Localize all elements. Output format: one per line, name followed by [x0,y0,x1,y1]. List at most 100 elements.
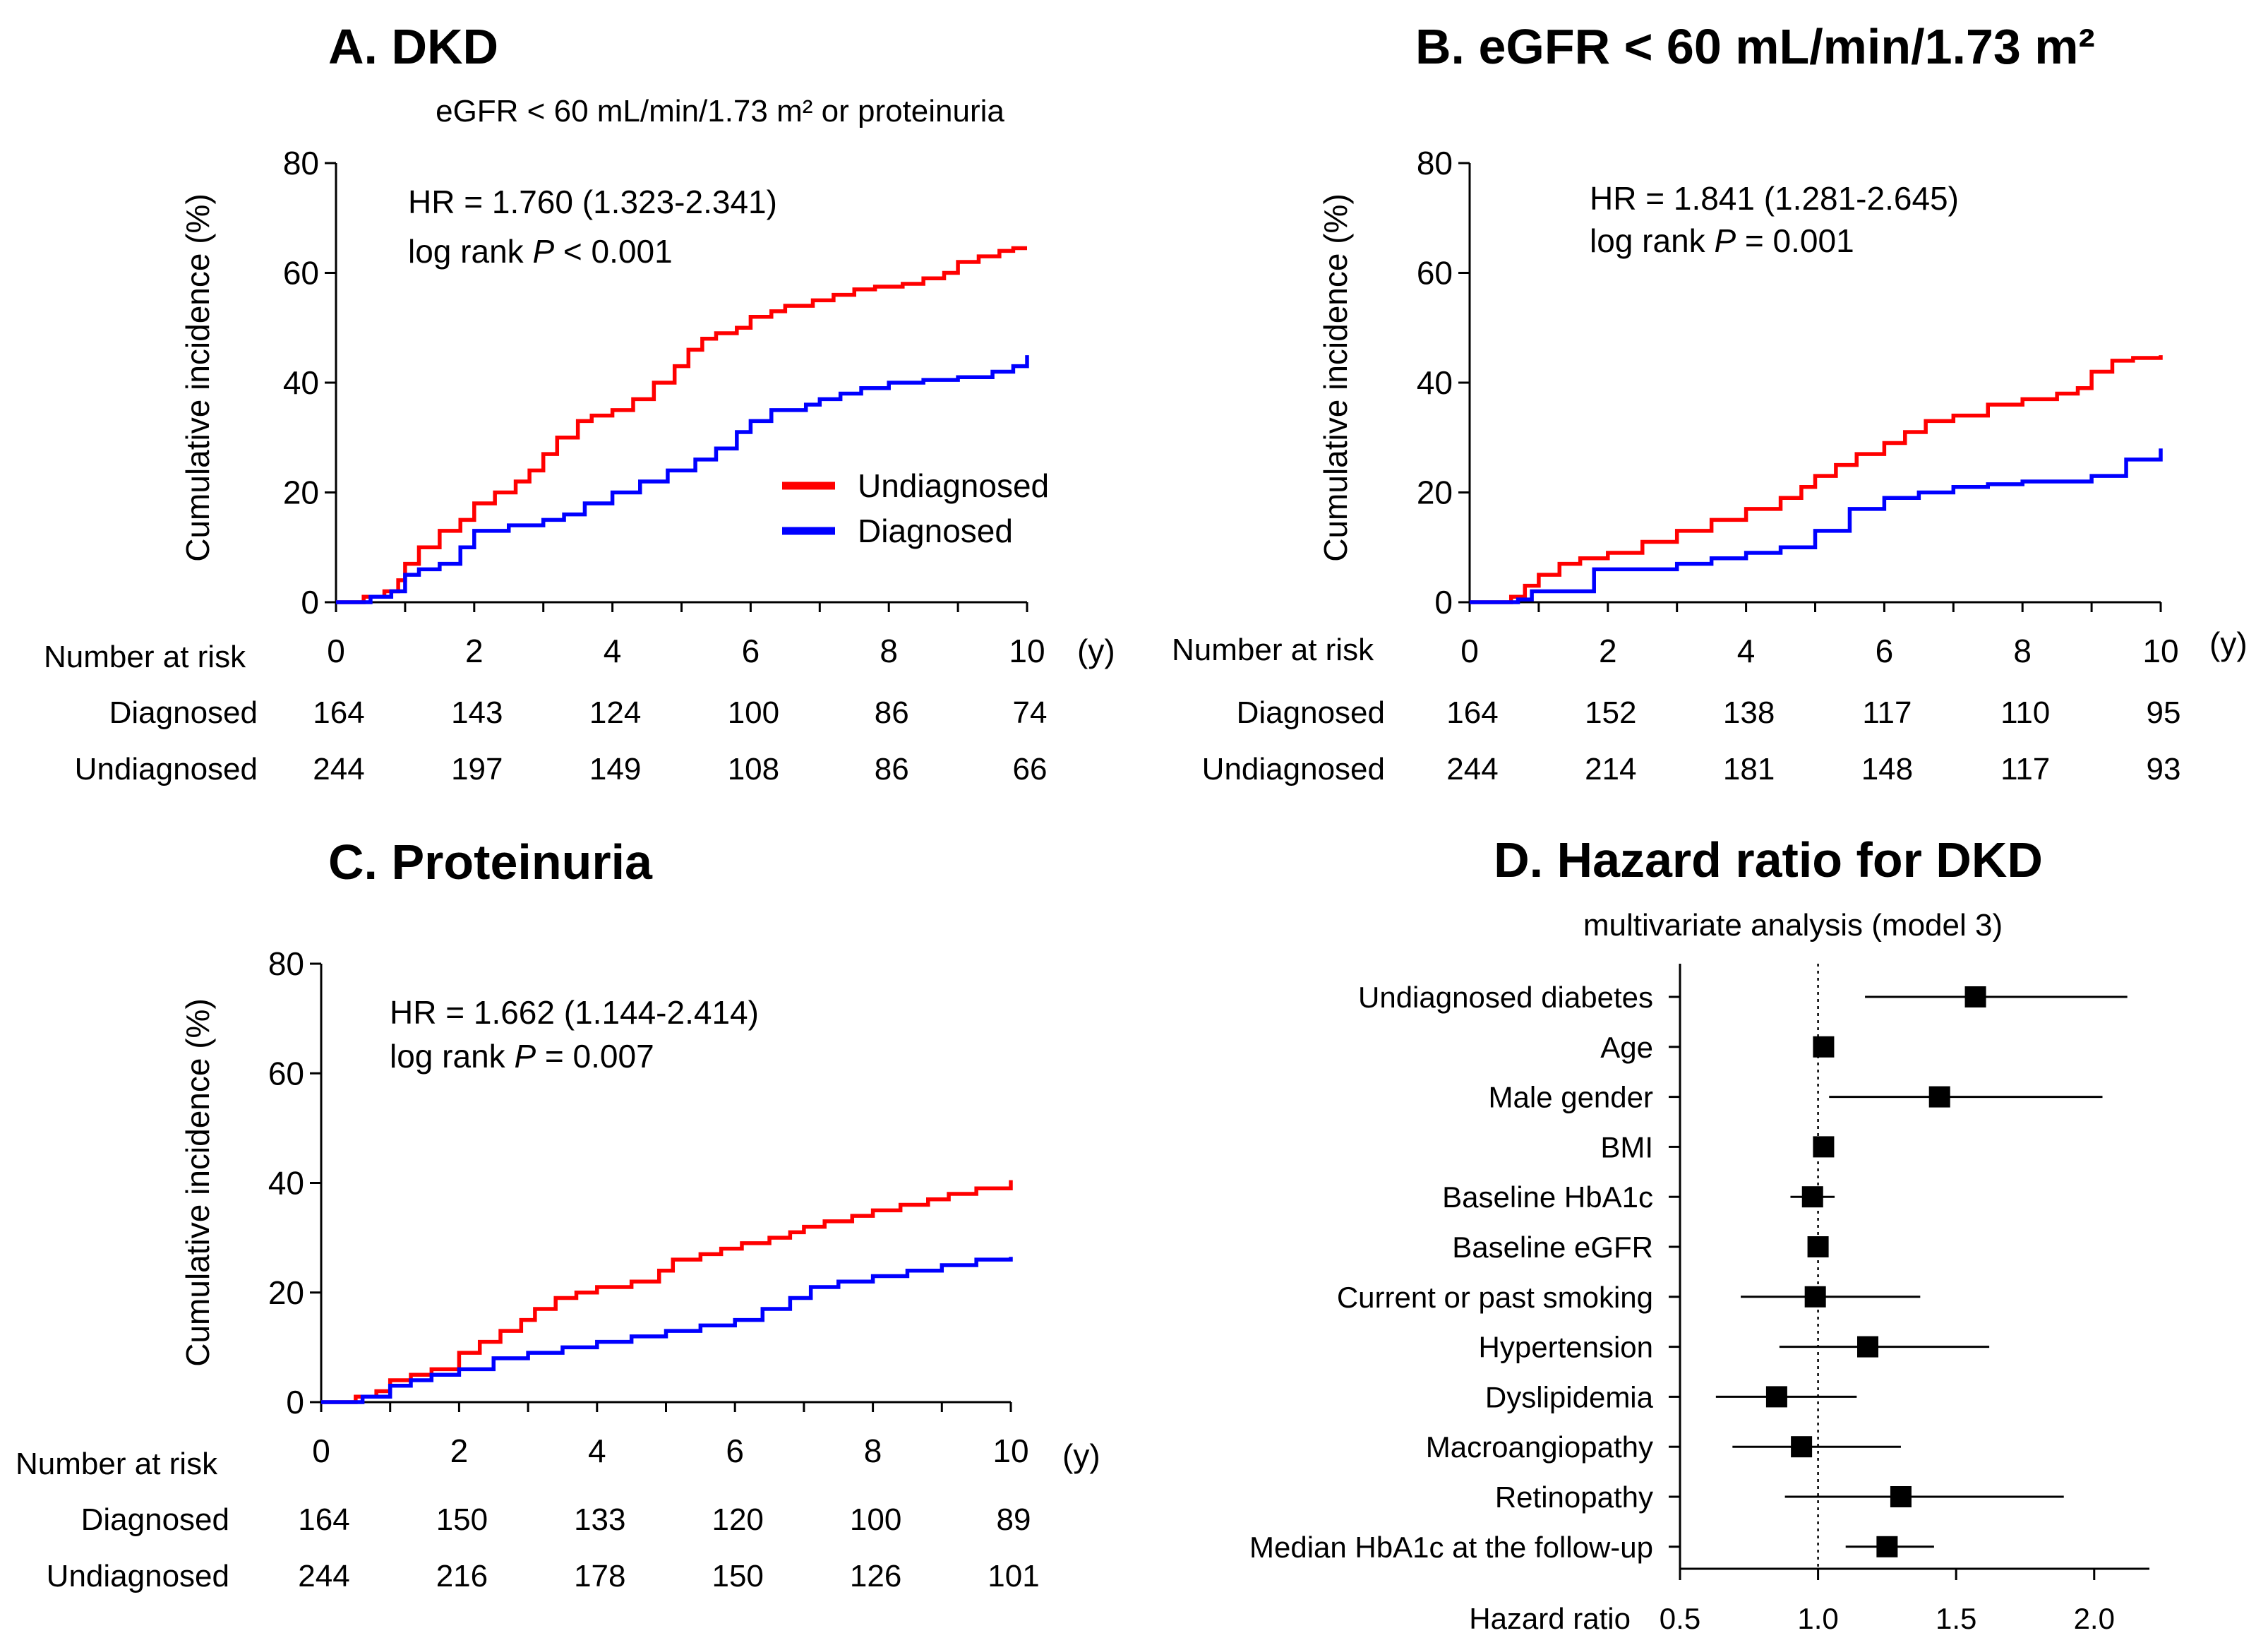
panel-b-logrank: log rank P = 0.001 [1590,222,1854,259]
panel-b-risk-value-diagnosed: 138 [1723,695,1775,730]
panel-c-xtick-label: 0 [312,1432,330,1469]
panel-d-row-label: Dyslipidemia [1485,1380,1654,1413]
panel-a-title: A. DKD [328,19,498,74]
panel-d-hr-marker [1813,1136,1835,1158]
panel-a-p-symbol: P [532,233,554,270]
panel-d-hr-marker [1928,1086,1950,1108]
panel-b-ytick-label: 80 [1417,145,1453,181]
panel-a-logrank-label: log rank [408,233,524,270]
panel-a-logrank: log rank P < 0.001 [408,233,673,270]
panel-d-xtick-label: 1.5 [1936,1602,1976,1635]
panel-a-risk-value-undiagnosed: 149 [589,752,641,786]
panel-a-xtick-label: 0 [327,633,345,669]
panel-a-xtick-label: 10 [1009,633,1045,669]
panel-b-series-diagnosed [1470,448,2163,604]
panel-c-risk-header: Number at risk [16,1447,218,1481]
panel-a-ylabel: Cumulative incidence (%) [179,193,216,562]
panel-d-title: D. Hazard ratio for DKD [1494,832,2043,887]
panel-d-row-label: Hypertension [1479,1331,1653,1364]
panel-a-ytick-label: 80 [283,145,319,181]
panel-a-xtick-label: 4 [604,633,622,669]
panel-b-risk-label-undiagnosed: Undiagnosed [1202,752,1385,786]
panel-d-row-label: Male gender [1489,1081,1653,1114]
panel-b-xtick-label: 8 [2013,633,2032,669]
panel-d: D. Hazard ratio for DKD multivariate ana… [1469,832,2043,1635]
panel-d-row-label: Baseline HbA1c [1442,1180,1653,1214]
panel-c-risk-value-diagnosed: 100 [850,1502,901,1537]
panel-c-risk-value-undiagnosed: 101 [988,1559,1039,1593]
panel-b-xtick-label: 2 [1599,633,1617,669]
panel-a-hr: HR = 1.760 (1.323-2.341) [408,184,777,220]
panel-d-hr-marker [1791,1436,1813,1458]
panel-c-series-diagnosed [321,1257,1013,1404]
panel-a-risk-value-diagnosed: 124 [589,695,641,730]
panel-b-p-value: = 0.001 [1745,222,1854,259]
panel-c-ylabel: Cumulative incidence (%) [179,998,216,1367]
panel-c-plot: 0 20 40 60 80 0 164 244 2 150 216 4 133 178 6 120 150 8 10… [268,945,1040,1593]
panel-b-risk-label-diagnosed: Diagnosed [1237,695,1385,730]
panel-d-row-label: Median HbA1c at the follow-up [1249,1531,1653,1564]
panel-c-risk-value-undiagnosed: 178 [574,1559,625,1593]
panel-a-risk-label-undiagnosed: Undiagnosed [75,752,258,786]
panel-c-logrank-label: log rank [390,1038,506,1075]
panel-c-logrank: log rank P = 0.007 [390,1038,654,1075]
panel-a-risk-value-undiagnosed: 197 [451,752,503,786]
panel-a-xtick-label: 6 [742,633,760,669]
panel-c-title: C. Proteinuria [328,835,653,890]
panel-c-risk-value-diagnosed: 164 [298,1502,349,1537]
panel-a-series-diagnosed [336,355,1029,604]
panel-b-risk-value-undiagnosed: 148 [1861,752,1913,786]
panel-c-xtick-label: 10 [992,1432,1028,1469]
panel-d-hr-marker [1890,1486,1912,1507]
panel-c-ytick-label: 40 [268,1165,304,1202]
panel-b-ytick-label: 0 [1434,584,1453,621]
panel-d-hr-marker [1801,1186,1823,1208]
panel-a-xtick-label: 8 [880,633,898,669]
plot-layer: 0204060800164244214319741241496100108886… [268,145,2181,1635]
panel-b-xtick-label: 6 [1876,633,1894,669]
panel-b-risk-value-diagnosed: 110 [2000,695,2050,730]
panel-b-risk-value-undiagnosed: 93 [2147,752,2181,786]
panel-c-risk-label-diagnosed: Diagnosed [81,1502,229,1537]
panel-d-hr-marker [1765,1386,1787,1408]
legend-diagnosed-label: Diagnosed [858,513,1013,549]
panel-c-ytick-label: 80 [268,945,304,982]
panel-b-ytick-label: 40 [1417,364,1453,401]
panel-a-ytick-label: 60 [283,255,319,292]
panel-b-risk-value-undiagnosed: 117 [2000,752,2050,786]
panel-b-ytick-label: 60 [1417,255,1453,292]
panel-b-p-symbol: P [1714,222,1736,259]
panel-b-risk-value-undiagnosed: 214 [1585,752,1636,786]
panel-d-xtick-label: 0.5 [1660,1602,1700,1635]
panel-c-risk-value-undiagnosed: 216 [436,1559,488,1593]
panel-b-ylabel: Cumulative incidence (%) [1317,193,1354,562]
panel-d-hr-marker [1807,1236,1829,1257]
panel-c-risk-value-diagnosed: 133 [574,1502,625,1537]
panel-d-xtick-label: 1.0 [1797,1602,1838,1635]
panel-a-p-value: < 0.001 [563,233,673,270]
panel-b-hr: HR = 1.841 (1.281-2.645) [1590,180,1959,217]
panel-d-row-label: Retinopathy [1495,1481,1653,1514]
panel-a-risk-value-undiagnosed: 108 [728,752,779,786]
panel-a: A. DKD eGFR < 60 mL/min/1.73 m² or prote… [44,19,1115,786]
panel-c-ytick-label: 0 [286,1384,304,1420]
panel-d-row-label: Current or past smoking [1337,1281,1653,1314]
panel-d-row-label: Age [1600,1031,1653,1064]
panel-b-risk-header: Number at risk [1172,633,1374,667]
panel-d-xlabel: Hazard ratio [1469,1602,1631,1635]
panel-b-logrank-label: log rank [1590,222,1706,259]
panel-c-ytick-label: 20 [268,1274,304,1311]
panel-c-risk-label-undiagnosed: Undiagnosed [47,1559,229,1593]
panel-c-p-value: = 0.007 [545,1038,654,1075]
panel-a-risk-value-undiagnosed: 66 [1013,752,1048,786]
panel-a-ytick-label: 0 [301,584,319,621]
panel-b-risk-value-diagnosed: 152 [1585,695,1636,730]
panel-c-risk-value-undiagnosed: 126 [850,1559,901,1593]
panel-b-xtick-label: 0 [1460,633,1479,669]
panel-a-risk-value-undiagnosed: 244 [313,752,364,786]
panel-b: B. eGFR < 60 mL/min/1.73 m² Cumulative i… [1172,19,2248,786]
panel-a-risk-value-diagnosed: 100 [728,695,779,730]
panel-a-risk-value-diagnosed: 74 [1013,695,1048,730]
panel-b-xtick-label: 10 [2142,633,2178,669]
panel-b-xtick-label: 4 [1737,633,1756,669]
